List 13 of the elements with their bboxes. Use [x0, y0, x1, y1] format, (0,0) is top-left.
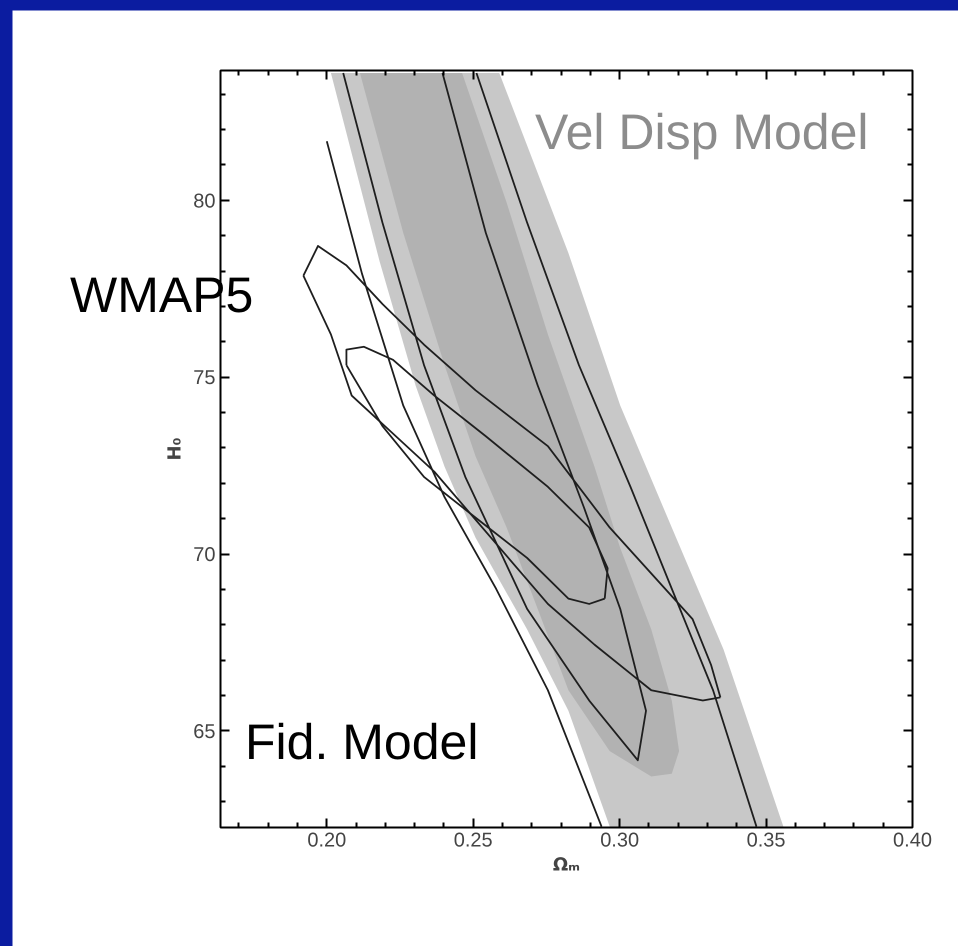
y-tick-label: 70: [193, 544, 216, 566]
annotation: Fid. Model: [245, 714, 478, 770]
x-axis-title: Ωₘ: [552, 854, 580, 876]
x-tick-label: 0.20: [307, 830, 346, 852]
y-tick-label: 75: [193, 367, 216, 390]
annotation: Vel Disp Model: [535, 104, 868, 160]
x-tick-label: 0.35: [746, 830, 786, 852]
y-tick-label: 80: [193, 190, 216, 212]
x-tick-label: 0.30: [600, 830, 640, 852]
y-axis-title: H₀: [164, 437, 186, 460]
y-tick-label: 65: [193, 720, 216, 743]
x-tick-label: 0.40: [893, 830, 932, 852]
x-tick-label: 0.25: [454, 830, 493, 852]
